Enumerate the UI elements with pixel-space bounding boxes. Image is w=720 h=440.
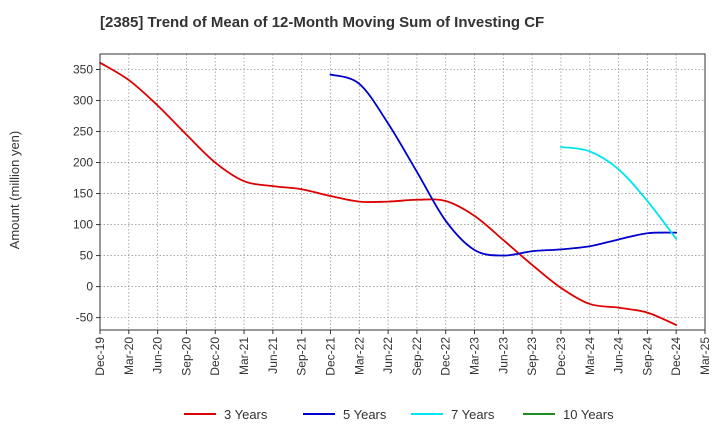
y-tick-label: 100 — [73, 218, 93, 232]
x-tick-label: Mar-22 — [352, 337, 366, 375]
chart-title: [2385] Trend of Mean of 12-Month Moving … — [100, 14, 544, 31]
x-tick-label: Sep-20 — [179, 337, 193, 376]
y-tick-label: 200 — [73, 156, 93, 170]
y-tick-label: 0 — [86, 280, 93, 294]
legend-label-10-years: 10 Years — [563, 407, 614, 422]
grid — [99, 54, 706, 330]
legend-label-7-years: 7 Years — [451, 407, 495, 422]
x-tick-label: Jun-20 — [151, 337, 165, 374]
y-tick-label: 300 — [73, 94, 93, 108]
y-tick-label: 150 — [73, 187, 93, 201]
y-tick-label: 250 — [73, 125, 93, 139]
x-tick-label: Sep-23 — [525, 337, 539, 376]
x-tick-label: Dec-20 — [208, 337, 222, 376]
y-tick-label: -50 — [76, 311, 94, 325]
x-tick-label: Mar-25 — [698, 337, 712, 375]
x-tick-label: Dec-23 — [554, 337, 568, 376]
x-tick-label: Jun-24 — [612, 337, 626, 374]
x-tick-label: Mar-23 — [468, 337, 482, 375]
legend-label-3-years: 3 Years — [224, 407, 268, 422]
y-tick-label: 50 — [80, 249, 94, 263]
x-tick-label: Dec-24 — [669, 337, 683, 376]
x-tick-label: Sep-24 — [640, 337, 654, 376]
series-line-3-years — [99, 61, 678, 326]
plot-frame — [99, 53, 706, 331]
series-line-5-years — [329, 73, 678, 257]
x-tick-label: Dec-19 — [93, 337, 107, 376]
x-axis-ticks: Dec-19 Mar-20 Jun-20 Sep-20 Dec-20 Mar-21 Jun-… — [93, 330, 712, 376]
y-tick-label: 350 — [73, 63, 93, 77]
x-tick-label: Jun-21 — [266, 337, 280, 374]
y-axis-label: Amount (million yen) — [7, 131, 22, 250]
x-tick-label: Jun-22 — [381, 337, 395, 374]
x-tick-label: Dec-22 — [439, 337, 453, 376]
x-tick-label: Mar-21 — [237, 337, 251, 375]
x-tick-label: Jun-23 — [496, 337, 510, 374]
x-tick-label: Dec-21 — [323, 337, 337, 376]
x-tick-label: Mar-24 — [583, 337, 597, 375]
x-tick-label: Sep-21 — [295, 337, 309, 376]
x-tick-label: Sep-22 — [410, 337, 424, 376]
y-axis-ticks: 350 300 250 200 150 100 50 0 -50 — [73, 63, 100, 325]
series-line-7-years — [560, 146, 678, 240]
legend: 3 Years 5 Years 7 Years 10 Years — [184, 407, 614, 422]
legend-label-5-years: 5 Years — [343, 407, 387, 422]
x-tick-label: Mar-20 — [122, 337, 136, 375]
series-lines — [99, 61, 678, 326]
